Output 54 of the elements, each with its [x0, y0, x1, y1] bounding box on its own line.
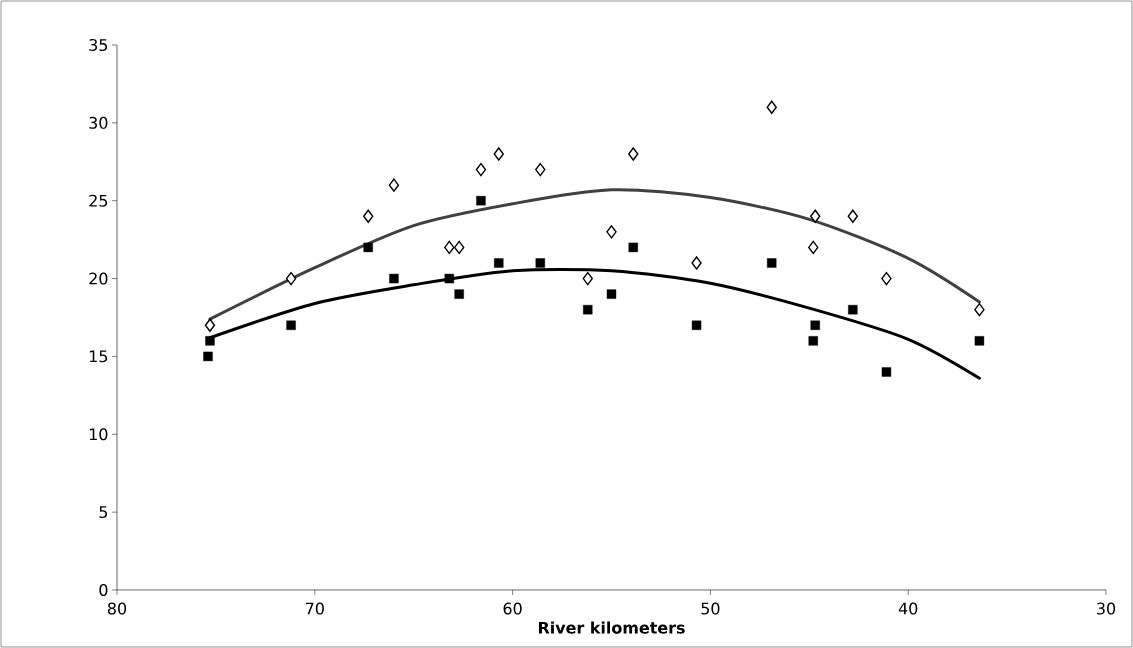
y-tick-label: 5 [99, 506, 108, 519]
point [808, 336, 818, 346]
point [285, 271, 297, 286]
point [847, 209, 859, 223]
point [444, 240, 455, 255]
point [363, 242, 373, 253]
x-tick-label: 80 [107, 602, 127, 615]
point [363, 209, 374, 223]
y-tick-label: 10 [89, 428, 108, 441]
point [583, 305, 593, 315]
y-tick-label: 20 [89, 272, 108, 285]
point [494, 258, 504, 268]
point [389, 273, 399, 284]
point [444, 273, 454, 284]
point [205, 336, 215, 346]
x-tick-label: 70 [305, 602, 324, 615]
point [808, 240, 819, 255]
point [767, 258, 777, 268]
point [848, 305, 858, 315]
point [476, 196, 486, 206]
point [286, 320, 296, 330]
point [388, 178, 400, 192]
point [493, 147, 504, 161]
point [691, 256, 702, 270]
point [974, 336, 985, 346]
y-tick-label: 0 [99, 583, 108, 597]
point [475, 162, 487, 177]
y-tick-label: 30 [89, 116, 108, 129]
point [606, 289, 617, 299]
x-axis-title: River kilometers [538, 621, 685, 634]
point [766, 100, 777, 114]
x-tick-label: 60 [503, 602, 522, 615]
point [535, 258, 545, 268]
point [691, 320, 702, 330]
point [810, 209, 821, 223]
point [628, 242, 638, 253]
point [606, 225, 617, 239]
point [204, 318, 216, 332]
point [453, 240, 465, 255]
point [974, 303, 985, 317]
point [881, 367, 892, 377]
x-tick-label: 30 [1097, 602, 1116, 615]
point [454, 289, 464, 299]
point [628, 147, 639, 161]
point [810, 320, 820, 330]
y-tick-label: 25 [89, 194, 108, 207]
x-tick-label: 50 [701, 602, 720, 615]
point [203, 351, 213, 362]
y-tick-label: 35 [89, 38, 108, 52]
point [881, 271, 892, 286]
x-tick-label: 40 [898, 602, 918, 615]
point [582, 271, 593, 286]
y-tick-label: 15 [89, 350, 108, 363]
point [535, 162, 546, 177]
